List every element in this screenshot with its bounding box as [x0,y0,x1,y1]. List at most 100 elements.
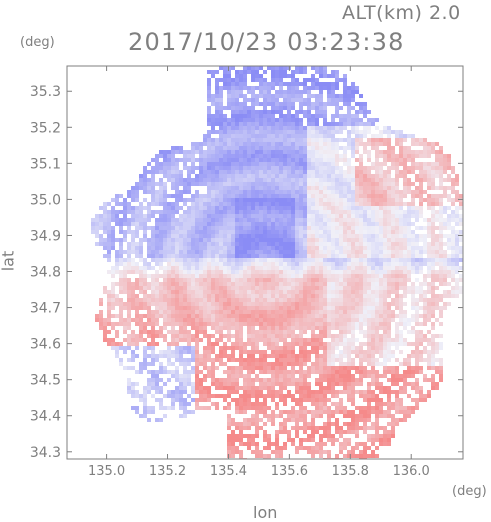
velocity-cell [303,170,307,174]
velocity-cell [335,378,339,382]
velocity-cell [351,394,355,398]
velocity-cell [335,138,339,142]
velocity-cell [163,214,167,218]
velocity-cell [255,422,259,426]
velocity-cell [379,322,383,326]
velocity-cell [323,122,327,126]
velocity-cell [275,234,279,238]
velocity-cell [195,266,199,270]
velocity-cell [339,94,343,98]
velocity-cell [247,202,251,206]
velocity-cell [159,390,163,394]
velocity-cell [383,354,387,358]
velocity-cell [223,290,227,294]
velocity-cell [239,174,243,178]
velocity-cell [327,418,331,422]
velocity-cell [223,254,227,258]
velocity-cell [231,130,235,134]
velocity-cell [379,406,383,410]
velocity-cell [123,274,127,278]
velocity-cell [279,82,283,86]
velocity-cell [347,398,351,402]
velocity-cell [219,278,223,282]
velocity-cell [211,222,215,226]
velocity-cell [283,374,287,378]
velocity-cell [367,282,371,286]
velocity-cell [327,186,331,190]
velocity-cell [271,130,275,134]
velocity-cell [171,274,175,278]
velocity-cell [363,242,367,246]
velocity-cell [355,110,359,114]
velocity-cell [179,290,183,294]
velocity-cell [283,190,287,194]
velocity-cell [347,362,351,366]
velocity-cell [339,170,343,174]
velocity-cell [299,414,303,418]
velocity-cell [375,258,379,262]
velocity-cell [219,194,223,198]
velocity-cell [215,322,219,326]
velocity-cell [291,350,295,354]
velocity-cell [311,106,315,110]
velocity-cell [247,170,251,174]
velocity-cell [291,174,295,178]
velocity-cell [295,342,299,346]
velocity-cell [363,150,367,154]
velocity-cell [271,342,275,346]
velocity-cell [147,406,151,410]
velocity-cell [303,66,307,70]
velocity-cell [231,214,235,218]
velocity-cell [147,302,151,306]
velocity-cell [175,294,179,298]
velocity-cell [375,126,379,130]
velocity-cell [379,230,383,234]
velocity-cell [335,338,339,342]
velocity-cell [283,282,287,286]
velocity-cell [283,94,287,98]
velocity-cell [223,190,227,194]
velocity-cell [307,270,311,274]
velocity-cell [303,350,307,354]
velocity-cell [135,298,139,302]
velocity-cell [251,214,255,218]
velocity-cell [147,202,151,206]
velocity-cell [247,366,251,370]
velocity-cell [263,82,267,86]
velocity-cell [311,242,315,246]
velocity-cell [215,282,219,286]
velocity-cell [259,186,263,190]
velocity-cell [327,282,331,286]
velocity-cell [203,262,207,266]
velocity-cell [231,286,235,290]
velocity-cell [315,142,319,146]
velocity-cell [291,262,295,266]
velocity-cell [311,350,315,354]
velocity-cell [263,242,267,246]
velocity-cell [311,238,315,242]
velocity-cell [239,330,243,334]
velocity-cell [147,246,151,250]
velocity-cell [127,322,131,326]
velocity-cell [375,298,379,302]
velocity-cell [147,342,151,346]
velocity-cell [211,250,215,254]
velocity-cell [303,222,307,226]
velocity-cell [351,314,355,318]
velocity-cell [359,442,363,446]
velocity-cell [379,282,383,286]
velocity-cell [239,150,243,154]
velocity-cell [291,254,295,258]
velocity-cell [307,126,311,130]
velocity-cell [271,186,275,190]
velocity-cell [351,410,355,414]
velocity-cell [223,130,227,134]
velocity-cell [367,306,371,310]
velocity-cell [319,302,323,306]
velocity-cell [295,98,299,102]
velocity-cell [155,258,159,262]
velocity-cell [155,190,159,194]
velocity-cell [347,162,351,166]
velocity-cell [223,214,227,218]
velocity-cell [275,178,279,182]
